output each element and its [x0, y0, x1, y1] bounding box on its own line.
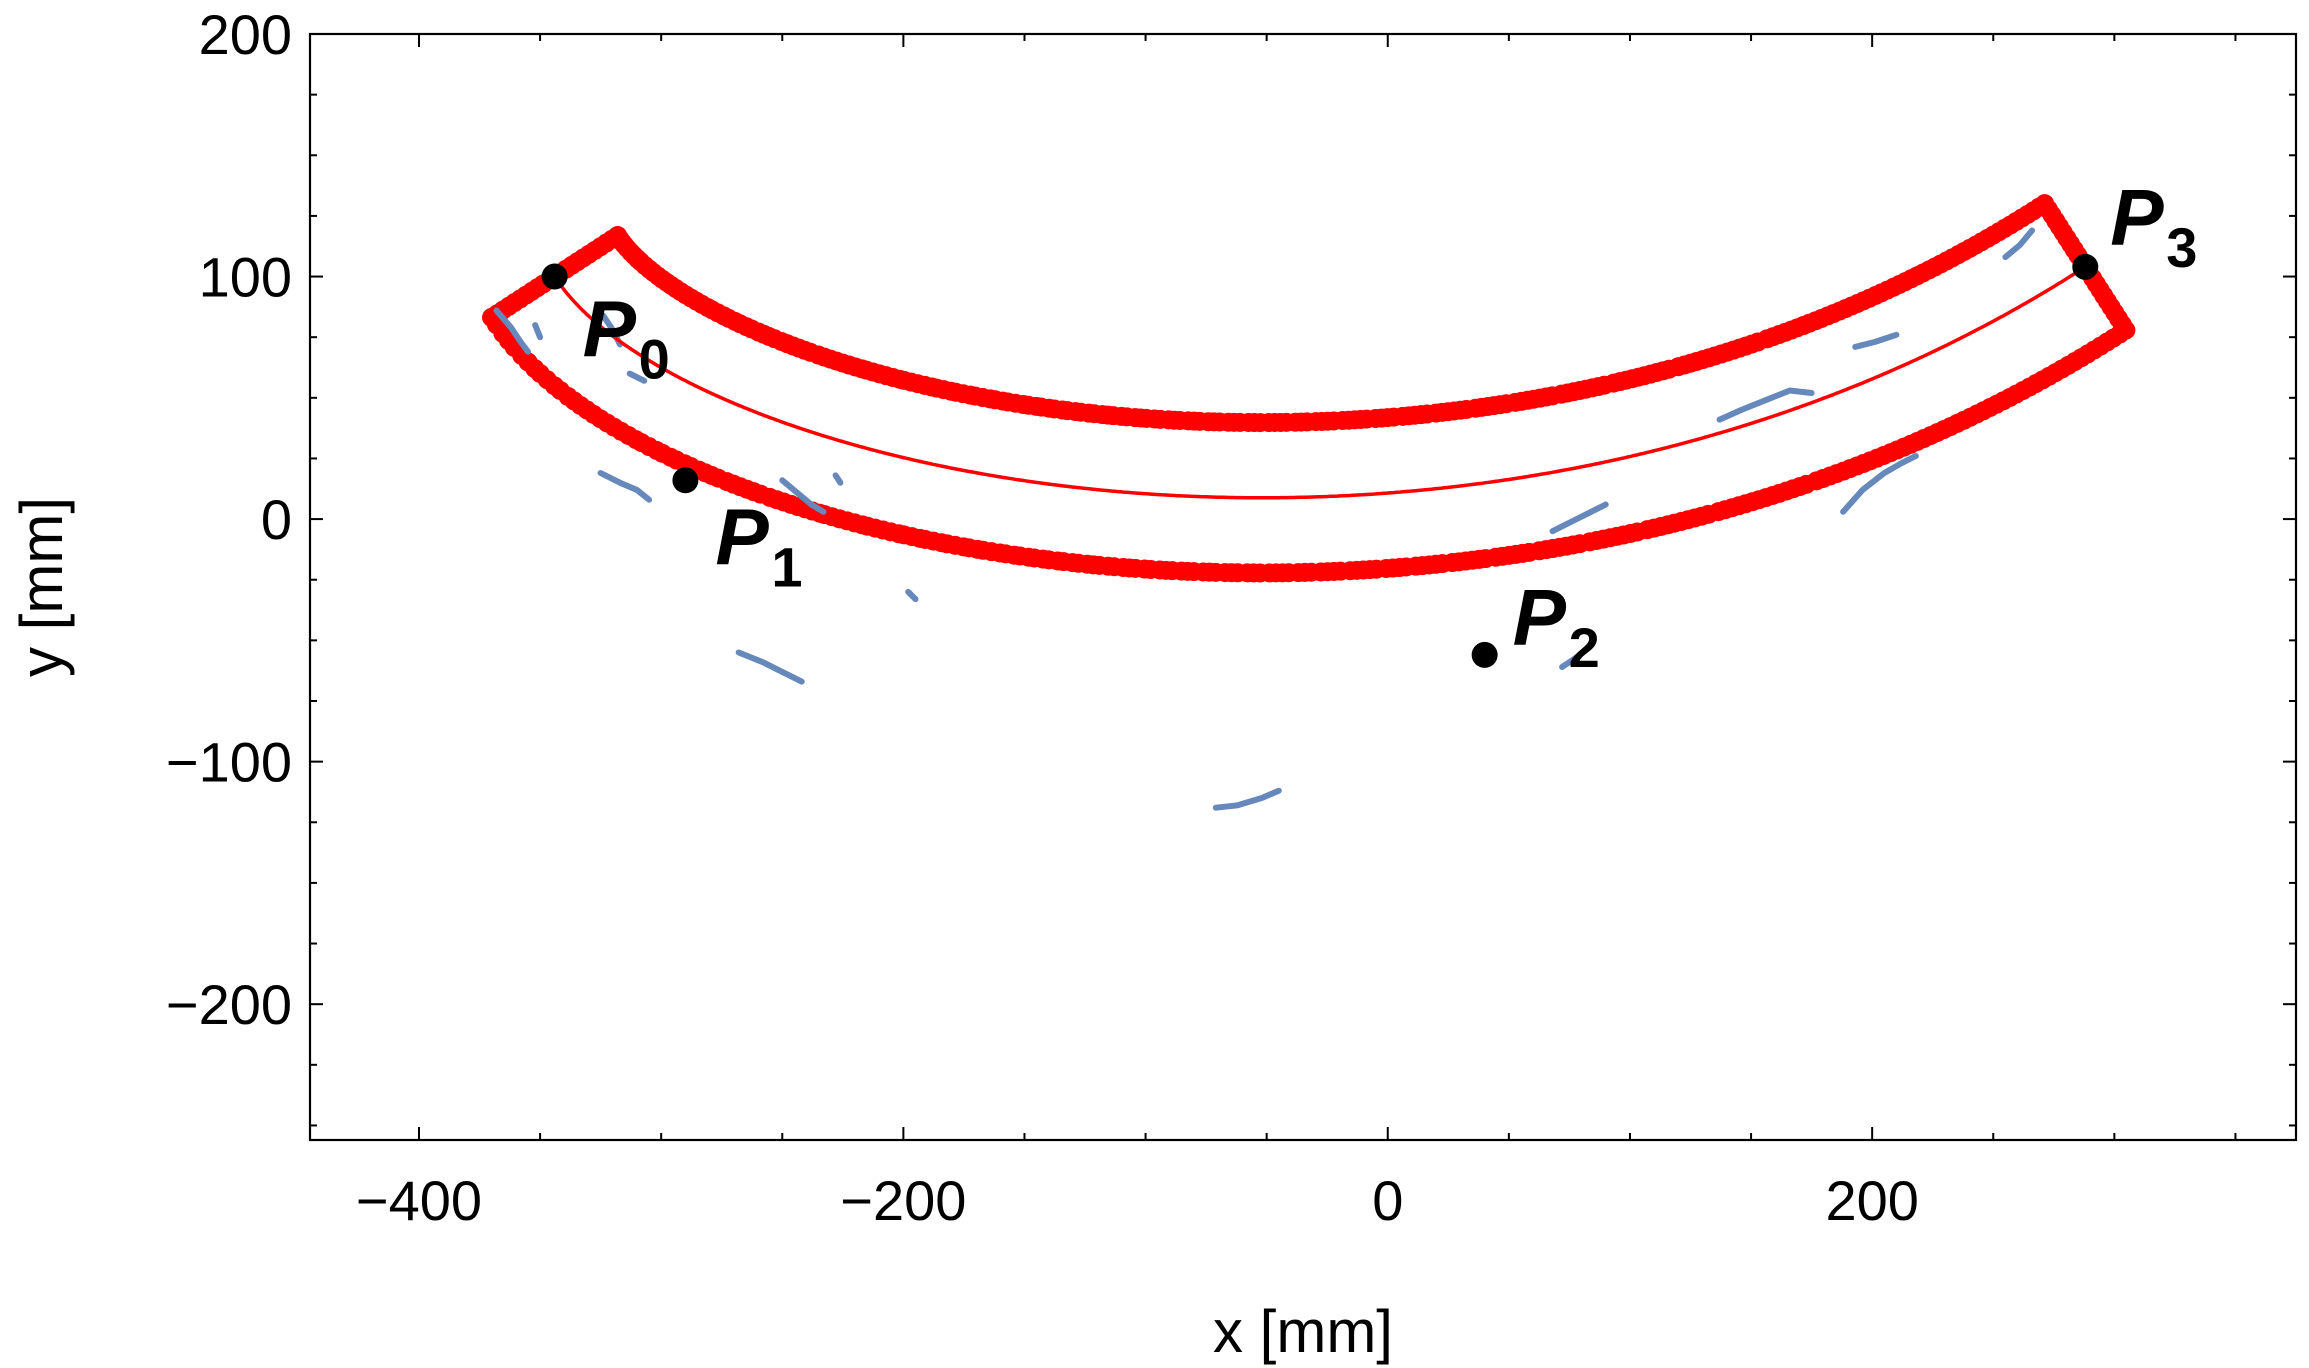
control-point-marker: [541, 263, 568, 290]
y-axis-title: y [mm]: [8, 497, 75, 677]
y-tick-label: −200: [166, 973, 292, 1036]
y-tick-label: −100: [166, 731, 292, 794]
tube-cap-dot: [2116, 320, 2136, 340]
control-point-subscript: 3: [2166, 216, 2197, 279]
control-point-subscript: 2: [1569, 616, 1600, 679]
trajectory-fragment: [2002, 227, 2035, 261]
trajectory-fragment: [597, 470, 653, 503]
trajectory-fragment: [1212, 787, 1282, 811]
tube-walls: [482, 194, 2136, 583]
control-point-label: P: [583, 285, 637, 374]
control-point-marker: [2072, 253, 2099, 280]
control-point-marker: [672, 467, 699, 494]
ticks: −400 −200 0 200 −200 −100 0 100 200: [166, 3, 2296, 1232]
plot-frame: [308, 32, 2298, 1142]
control-point-subscript: 1: [771, 535, 802, 598]
x-tick-label: 0: [1372, 1169, 1403, 1232]
control-point-marker: [1471, 641, 1498, 668]
trajectory-fragment: [905, 588, 919, 603]
control-point-label: P: [715, 492, 769, 581]
axes-layer: −400 −200 0 200 −200 −100 0 100 200: [166, 3, 2298, 1232]
x-tick-label: −400: [356, 1169, 482, 1232]
control-point-label: P: [2110, 173, 2164, 262]
trajectory-fragment: [735, 649, 805, 685]
y-tick-label: 0: [261, 488, 292, 551]
trajectory-fragment: [1840, 453, 1919, 515]
trajectory-fragment: [1852, 331, 1900, 350]
trajectory-fragment: [779, 477, 827, 515]
trajectory-fragment: [1716, 387, 1815, 423]
trajectory-fragment: [493, 307, 531, 355]
trajectory-fragment: [626, 370, 648, 384]
trajectory-fragment: [1559, 642, 1595, 670]
control-points: P 0P 1P 2P 3: [541, 173, 2197, 679]
trajectory-fragments: [493, 227, 2035, 811]
x-tick-label: 200: [1825, 1169, 1918, 1232]
trajectory-fragment: [1549, 501, 1609, 535]
control-point-label: P: [1513, 573, 1567, 662]
centerline-curve: [553, 265, 2087, 500]
labels-layer: x [mm] y [mm]: [8, 497, 1393, 1365]
trajectory-fragment: [832, 472, 844, 486]
trajectory-fragment: [532, 322, 544, 341]
y-tick-label: 100: [199, 246, 292, 309]
y-tick-label: 200: [199, 3, 292, 66]
data-layer: P 0P 1P 2P 3: [482, 173, 2197, 811]
x-tick-label: −200: [840, 1169, 966, 1232]
control-point-subscript: 0: [639, 328, 670, 391]
x-axis-title: x [mm]: [1213, 1298, 1393, 1365]
